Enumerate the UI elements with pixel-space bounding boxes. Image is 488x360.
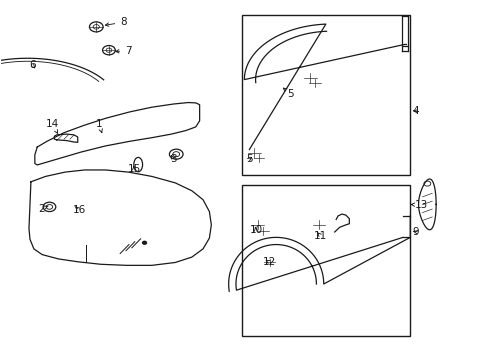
Text: 9: 9 [412,227,419,237]
Circle shape [142,241,146,244]
Text: 14: 14 [45,120,59,133]
Text: 3: 3 [169,154,176,164]
Text: 4: 4 [412,106,419,116]
Text: 16: 16 [73,206,86,216]
Text: 12: 12 [263,257,276,267]
Text: 2: 2 [39,204,48,214]
Text: 8: 8 [105,17,126,27]
Text: 1: 1 [96,120,102,132]
Text: 6: 6 [29,60,36,70]
Text: 7: 7 [116,46,131,56]
Text: 5: 5 [283,88,293,99]
Text: 5: 5 [245,154,252,164]
Ellipse shape [134,157,142,172]
Bar [242,185,409,336]
Text: 10: 10 [249,225,262,235]
Text: 13: 13 [410,200,427,210]
Text: 11: 11 [313,231,326,240]
Text: 15: 15 [127,164,141,174]
Bar [242,15,409,175]
